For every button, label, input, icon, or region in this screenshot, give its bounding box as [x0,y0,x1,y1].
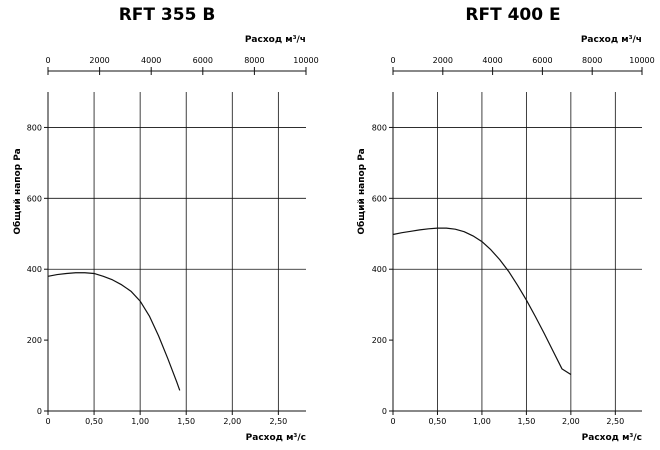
top-tick-label: 0 [45,56,50,65]
top-tick-label: 2000 [89,56,109,65]
x-axis-label: Расход м³/с [246,433,306,443]
top-tick-label: 10000 [293,56,318,65]
x-tick-label: 0 [390,417,395,426]
top-tick-label: 8000 [244,56,264,65]
top-tick-label: 6000 [193,56,213,65]
x-tick-label: 2,00 [223,417,241,426]
y-tick-label: 0 [37,407,42,416]
x-tick-label: 2,50 [269,417,287,426]
y-tick-label: 0 [382,407,387,416]
chart-title: RFT 400 E [465,5,560,25]
y-axis-label: Общий напор Pa [356,148,367,234]
y-tick-label: 200 [372,336,387,345]
x-axis-label: Расход м³/с [582,433,642,443]
y-tick-label: 600 [372,194,387,203]
x-tick-label: 1,00 [131,417,149,426]
y-tick-label: 800 [372,123,387,132]
top-tick-label: 6000 [532,56,552,65]
x-tick-label: 2,00 [562,417,580,426]
top-tick-label: 0 [390,56,395,65]
y-tick-label: 600 [27,194,42,203]
y-tick-label: 400 [372,265,387,274]
y-axis-label: Общий напор Pa [12,148,23,234]
x-tick-label: 2,50 [606,417,624,426]
x-tick-label: 0,50 [85,417,103,426]
pressure-flow-curve [47,272,181,391]
y-tick-label: 400 [27,265,42,274]
top-tick-label: 2000 [433,56,453,65]
chart-title: RFT 355 B [119,5,216,25]
top-tick-label: 10000 [629,56,654,65]
x-tick-label: 0,50 [429,417,447,426]
x-tick-label: 0 [45,417,50,426]
y-tick-label: 800 [27,123,42,132]
x-tick-label: 1,00 [473,417,491,426]
pressure-flow-curve [392,227,572,375]
top-axis-label: Расход м³/ч [581,35,642,45]
x-tick-label: 1,50 [517,417,535,426]
y-tick-label: 200 [27,336,42,345]
top-axis-label: Расход м³/ч [245,35,306,45]
x-tick-label: 1,50 [177,417,195,426]
top-tick-label: 4000 [141,56,161,65]
top-tick-label: 8000 [582,56,602,65]
top-tick-label: 4000 [482,56,502,65]
